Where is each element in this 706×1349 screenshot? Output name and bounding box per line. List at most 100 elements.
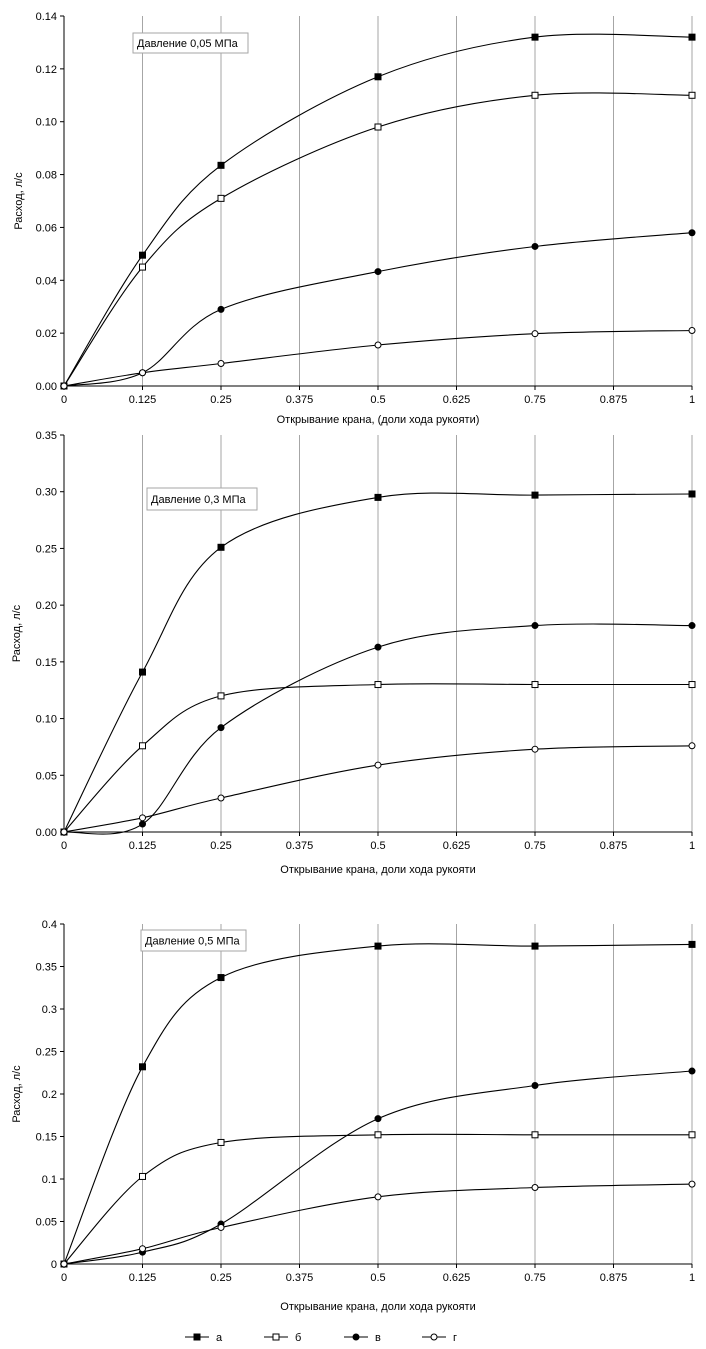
legend-item-в: в [344, 1332, 381, 1344]
x-axis-label: Открывание крана, (доли хода рукояти) [277, 414, 480, 426]
data-point [217, 974, 225, 982]
data-point [531, 33, 539, 41]
x-tick-label: 0 [61, 1272, 67, 1284]
data-point [217, 194, 225, 202]
data-point [139, 742, 146, 750]
x-tick-label: 0.625 [443, 1272, 471, 1284]
x-tick-label: 0.5 [370, 1272, 385, 1284]
x-tick-label: 0.375 [286, 840, 314, 852]
data-point [139, 369, 146, 377]
data-point [217, 543, 225, 551]
y-tick-label: 0.06 [36, 222, 57, 234]
x-tick-label: 0.375 [286, 1272, 314, 1284]
data-point [139, 1245, 146, 1253]
y-tick-label: 0.10 [36, 117, 57, 129]
x-tick-label: 0.5 [370, 840, 385, 852]
y-tick-label: 0.15 [36, 1132, 57, 1144]
data-point [217, 1223, 225, 1231]
x-axis-label: Открывание крана, доли хода рукояти [280, 1301, 475, 1313]
data-point [688, 229, 696, 237]
x-tick-label: 1 [689, 394, 695, 406]
data-point [531, 242, 539, 250]
series-г [60, 742, 696, 836]
x-tick-label: 0.75 [524, 1272, 545, 1284]
x-tick-label: 0.75 [524, 840, 545, 852]
x-tick-label: 0.875 [600, 840, 628, 852]
data-point [688, 742, 696, 750]
data-point [531, 942, 539, 950]
x-tick-label: 0.625 [443, 394, 471, 406]
chart-panel-1: 0 0.125 0.25 0.375 0.5 0.625 0.75 0.875 1 0.00 0.0… [13, 11, 696, 426]
data-point [688, 490, 696, 498]
data-point [688, 1131, 696, 1139]
x-tick-label: 1 [689, 840, 695, 852]
data-point [688, 1180, 696, 1188]
y-tick-label: 0.1 [42, 1174, 57, 1186]
data-point [139, 814, 146, 822]
y-tick-label: 0.10 [36, 714, 57, 726]
data-point [374, 681, 382, 689]
data-point [217, 360, 225, 368]
legend-marker [352, 1333, 360, 1341]
series-line [63, 92, 693, 387]
legend-item-б: б [264, 1332, 301, 1344]
legend-item-а: а [185, 1332, 223, 1344]
series-г [60, 1180, 696, 1268]
data-point [374, 493, 382, 501]
y-axis-label: Расход, л/с [13, 172, 25, 230]
annotation-box [140, 929, 247, 952]
y-tick-label: 0.4 [42, 919, 57, 931]
y-tick-label: 0.12 [36, 64, 57, 76]
data-point [139, 263, 146, 271]
data-point [688, 940, 696, 948]
data-point [374, 73, 382, 81]
x-axis-label: Открывание крана, доли хода рукояти [280, 864, 475, 876]
x-tick-label: 0.25 [210, 840, 231, 852]
data-point [688, 1067, 696, 1075]
data-point [139, 1063, 146, 1071]
x-tick-label: 0.5 [370, 394, 385, 406]
data-point [688, 327, 696, 334]
data-point [374, 1115, 382, 1123]
legend-marker [272, 1333, 280, 1341]
data-point [217, 1138, 225, 1146]
y-tick-label: 0.15 [36, 657, 57, 669]
legend-item-г: г [422, 1332, 457, 1344]
series-line [63, 943, 693, 1265]
y-tick-label: 0.04 [36, 275, 57, 287]
legend-marker [193, 1333, 201, 1341]
y-tick-label: 0.3 [42, 1004, 57, 1016]
x-tick-label: 0.125 [129, 840, 157, 852]
y-tick-label: 0.02 [36, 328, 57, 340]
data-point [139, 668, 146, 676]
legend-label: г [453, 1332, 457, 1344]
data-point [217, 692, 225, 700]
y-tick-label: 0.14 [36, 11, 57, 23]
legend-label: в [375, 1332, 381, 1344]
x-tick-label: 0.75 [524, 394, 545, 406]
data-point [374, 942, 382, 950]
data-point [688, 91, 696, 99]
data-point [217, 724, 225, 732]
x-tick-label: 0.625 [443, 840, 471, 852]
series-г [60, 327, 696, 390]
data-point [531, 1131, 539, 1139]
data-point [139, 1172, 146, 1180]
data-point [531, 1184, 539, 1191]
x-tick-label: 0.375 [286, 394, 314, 406]
x-tick-label: 0 [61, 840, 67, 852]
data-point [60, 828, 68, 836]
data-point [374, 268, 382, 276]
data-point [217, 794, 225, 802]
series-line [63, 492, 693, 833]
data-point [531, 1082, 539, 1089]
data-point [374, 1193, 382, 1201]
y-tick-label: 0.05 [36, 770, 57, 782]
annotation-box [146, 487, 258, 511]
x-tick-label: 0.125 [129, 394, 157, 406]
annotation-box [132, 32, 249, 54]
legend-label: а [216, 1332, 223, 1344]
y-tick-label: 0.25 [36, 1047, 57, 1059]
data-point [531, 91, 539, 99]
